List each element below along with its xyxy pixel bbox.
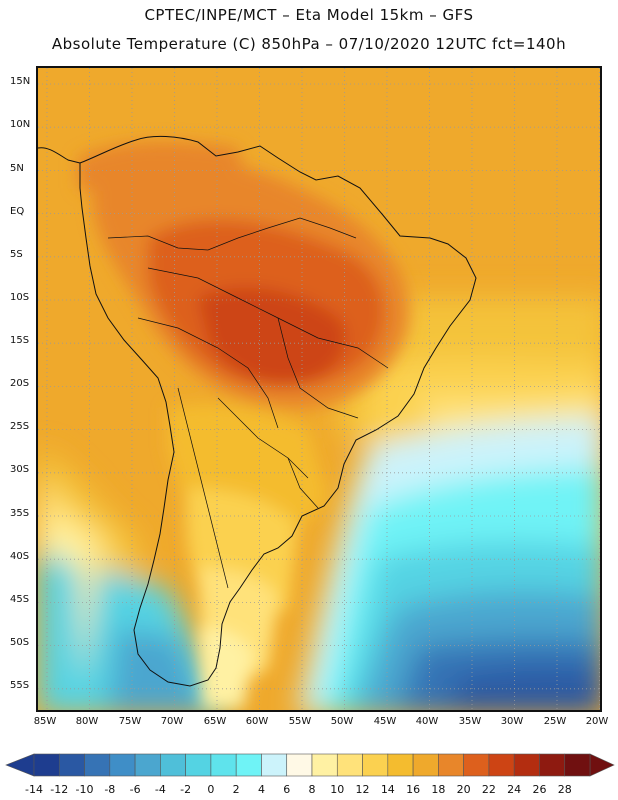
lon-label: 20W xyxy=(585,716,609,727)
legend-color-cell xyxy=(513,753,540,777)
coastline-outline xyxy=(38,135,477,687)
lon-label: 30W xyxy=(500,716,524,727)
lat-label: 20S xyxy=(10,378,30,389)
legend-tick-label: 2 xyxy=(232,783,240,796)
lat-label: 25S xyxy=(10,421,30,432)
legend-color-cell xyxy=(488,753,515,777)
lon-label: 25W xyxy=(543,716,567,727)
legend-tick-label: 20 xyxy=(456,783,471,796)
legend-color-cell xyxy=(33,753,60,777)
lon-label: 85W xyxy=(33,716,57,727)
legend-color-cell xyxy=(336,753,363,777)
lat-label: 5S xyxy=(10,249,23,260)
legend-color-cell xyxy=(362,753,389,777)
legend-color-cell xyxy=(463,753,490,777)
legend-color-cell xyxy=(134,753,161,777)
continental-warm-core xyxy=(78,141,410,708)
legend-color-cell xyxy=(210,753,237,777)
lat-label: 10S xyxy=(10,292,30,303)
lat-label: 50S xyxy=(10,637,30,648)
lon-label: 60W xyxy=(245,716,269,727)
lon-label: 55W xyxy=(288,716,312,727)
country-borders xyxy=(107,217,389,589)
chart-title-line1: CPTEC/INPE/MCT – Eta Model 15km – GFS xyxy=(144,6,474,24)
legend-tick-label: 24 xyxy=(507,783,522,796)
legend-tick-label: 10 xyxy=(330,783,345,796)
legend-color-cell xyxy=(387,753,414,777)
legend-tick-label: 22 xyxy=(481,783,496,796)
lat-label: 55S xyxy=(10,680,30,691)
legend-color-cell xyxy=(539,753,566,777)
lon-label: 70W xyxy=(160,716,184,727)
legend-tick-label: -6 xyxy=(129,783,141,796)
legend-color-cell xyxy=(58,753,85,777)
legend-color-cell xyxy=(412,753,439,777)
lon-label: 65W xyxy=(203,716,227,727)
chart-title-line2: Absolute Temperature (C) 850hPa – 07/10/… xyxy=(51,35,567,53)
lat-label: 5N xyxy=(10,163,24,174)
lat-label: 15N xyxy=(10,76,31,87)
legend-color-cell xyxy=(84,753,111,777)
legend-tick-label: 8 xyxy=(308,783,316,796)
lon-label: 35W xyxy=(458,716,482,727)
legend-tick-label: 16 xyxy=(406,783,421,796)
legend-tick-label: -4 xyxy=(154,783,166,796)
map-canvas xyxy=(38,68,600,710)
legend-tick-label: 4 xyxy=(257,783,265,796)
legend-tick-label: 0 xyxy=(207,783,215,796)
legend-tick-label: 6 xyxy=(283,783,291,796)
legend-tick-label: 18 xyxy=(431,783,446,796)
legend-color-cell xyxy=(235,753,262,777)
legend-tick-label: 14 xyxy=(380,783,395,796)
legend-tick-label: 28 xyxy=(557,783,572,796)
legend-tick-label: -12 xyxy=(50,783,69,796)
lon-label: 80W xyxy=(75,716,99,727)
legend-color-cell xyxy=(564,753,591,777)
legend-tick-label: -14 xyxy=(25,783,43,796)
legend-color-cell xyxy=(109,753,136,777)
legend-arrow-low xyxy=(5,753,35,777)
legend-color-cell xyxy=(311,753,338,777)
lat-label: 45S xyxy=(10,594,30,605)
lat-label: 10N xyxy=(10,119,31,130)
legend-tick-label: -10 xyxy=(75,783,94,796)
legend-tick-label: 12 xyxy=(355,783,370,796)
legend-color-cell xyxy=(286,753,313,777)
lat-label: 15S xyxy=(10,335,30,346)
legend-tick-label: -8 xyxy=(104,783,116,796)
legend-tick-label: 26 xyxy=(532,783,547,796)
lat-label: EQ xyxy=(10,206,25,217)
legend-tick-label: -2 xyxy=(180,783,192,796)
legend-color-cell xyxy=(160,753,186,777)
lat-label: 40S xyxy=(10,551,30,562)
lon-label: 40W xyxy=(415,716,439,727)
lon-label: 45W xyxy=(373,716,397,727)
temperature-map[interactable] xyxy=(36,66,602,712)
legend-color-cell xyxy=(438,753,464,777)
lon-label: 50W xyxy=(330,716,354,727)
legend-color-cell xyxy=(261,753,288,777)
temperature-field xyxy=(38,298,600,710)
color-legend-bar xyxy=(5,753,615,777)
lat-label: 30S xyxy=(10,464,30,475)
legend-color-cell xyxy=(185,753,212,777)
lon-label: 75W xyxy=(118,716,142,727)
lat-label: 35S xyxy=(10,508,30,519)
legend-arrow-high xyxy=(589,753,615,777)
